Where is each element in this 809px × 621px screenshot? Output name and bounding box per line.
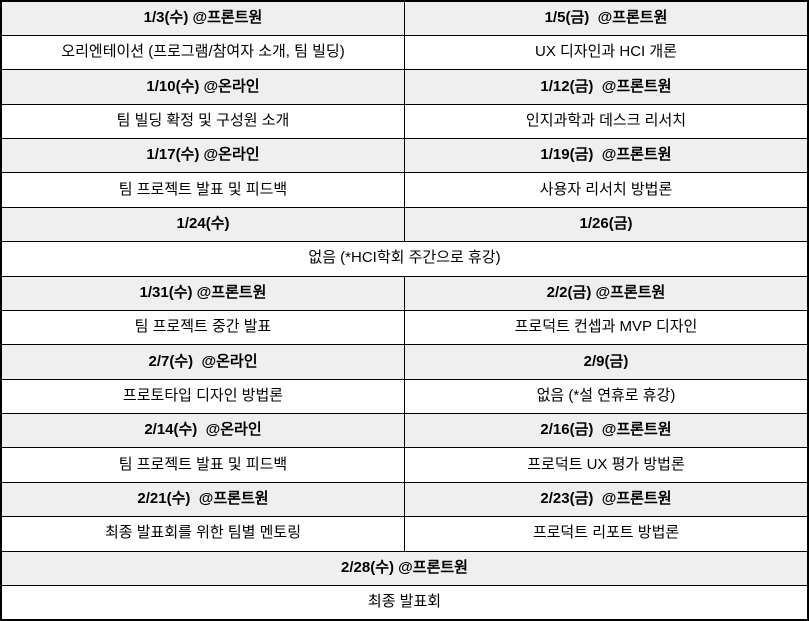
session-date-cell: 2/2(금) @프론트원 — [404, 275, 809, 311]
table-row: 없음 (*HCI학회 주간으로 휴강) — [0, 241, 809, 277]
table-row: 2/14(수) @온라인 2/16(금) @프론트원 — [0, 412, 809, 449]
session-date-cell: 2/14(수) @온라인 — [0, 412, 405, 449]
table-row: 팀 프로젝트 발표 및 피드백 프로덕트 UX 평가 방법론 — [0, 447, 809, 483]
table-row: 1/10(수) @온라인 1/12(금) @프론트원 — [0, 69, 809, 105]
table-row: 최종 발표회 — [0, 584, 809, 621]
session-topic-cell: 팀 프로젝트 발표 및 피드백 — [0, 172, 405, 208]
session-topic-cell: 오리엔테이션 (프로그램/참여자 소개, 팀 빌딩) — [0, 34, 405, 71]
session-date-cell: 1/31(수) @프론트원 — [0, 275, 405, 311]
table-row: 1/24(수) 1/26(금) — [0, 206, 809, 243]
session-date-cell: 2/9(금) — [404, 344, 809, 380]
table-row: 오리엔테이션 (프로그램/참여자 소개, 팀 빌딩) UX 디자인과 HCI 개… — [0, 34, 809, 71]
table-row: 팀 프로젝트 중간 발표 프로덕트 컨셉과 MVP 디자인 — [0, 309, 809, 346]
session-topic-cell-merged: 최종 발표회 — [0, 584, 809, 621]
session-topic-cell-merged: 없음 (*HCI학회 주간으로 휴강) — [0, 241, 809, 277]
session-topic-cell: 없음 (*설 연휴로 휴강) — [404, 378, 809, 415]
session-date-cell: 2/21(수) @프론트원 — [0, 481, 405, 518]
table-row: 2/21(수) @프론트원 2/23(금) @프론트원 — [0, 481, 809, 518]
session-topic-cell: 프로덕트 UX 평가 방법론 — [404, 447, 809, 483]
session-topic-cell: 프로덕트 리포트 방법론 — [404, 516, 809, 552]
session-topic-cell: 팀 빌딩 확정 및 구성원 소개 — [0, 103, 405, 140]
session-topic-cell: 사용자 리서치 방법론 — [404, 172, 809, 208]
session-date-cell-merged: 2/28(수) @프론트원 — [0, 550, 809, 586]
session-date-cell: 1/3(수) @프론트원 — [0, 0, 405, 36]
table-row: 최종 발표회를 위한 팀별 멘토링 프로덕트 리포트 방법론 — [0, 516, 809, 552]
session-date-cell: 1/19(금) @프론트원 — [404, 137, 809, 174]
session-date-cell: 1/24(수) — [0, 206, 405, 243]
session-date-cell: 1/26(금) — [404, 206, 809, 243]
session-topic-cell: 인지과학과 데스크 리서치 — [404, 103, 809, 140]
table-row: 1/3(수) @프론트원 1/5(금) @프론트원 — [0, 0, 809, 36]
table-row: 1/31(수) @프론트원 2/2(금) @프론트원 — [0, 275, 809, 311]
session-date-cell: 1/17(수) @온라인 — [0, 137, 405, 174]
session-date-cell: 2/16(금) @프론트원 — [404, 412, 809, 449]
session-date-cell: 2/7(수) @온라인 — [0, 344, 405, 380]
session-topic-cell: 프로덕트 컨셉과 MVP 디자인 — [404, 309, 809, 346]
session-date-cell: 2/23(금) @프론트원 — [404, 481, 809, 518]
session-date-cell: 1/10(수) @온라인 — [0, 69, 405, 105]
table-row: 프로토타입 디자인 방법론 없음 (*설 연휴로 휴강) — [0, 378, 809, 415]
session-topic-cell: 팀 프로젝트 중간 발표 — [0, 309, 405, 346]
session-topic-cell: UX 디자인과 HCI 개론 — [404, 34, 809, 71]
session-topic-cell: 팀 프로젝트 발표 및 피드백 — [0, 447, 405, 483]
table-row: 2/28(수) @프론트원 — [0, 550, 809, 586]
session-topic-cell: 프로토타입 디자인 방법론 — [0, 378, 405, 415]
session-date-cell: 1/12(금) @프론트원 — [404, 69, 809, 105]
table-row: 팀 프로젝트 발표 및 피드백 사용자 리서치 방법론 — [0, 172, 809, 208]
table-row: 2/7(수) @온라인 2/9(금) — [0, 344, 809, 380]
session-date-cell: 1/5(금) @프론트원 — [404, 0, 809, 36]
table-row: 팀 빌딩 확정 및 구성원 소개 인지과학과 데스크 리서치 — [0, 103, 809, 140]
session-topic-cell: 최종 발표회를 위한 팀별 멘토링 — [0, 516, 405, 552]
table-row: 1/17(수) @온라인 1/19(금) @프론트원 — [0, 137, 809, 174]
